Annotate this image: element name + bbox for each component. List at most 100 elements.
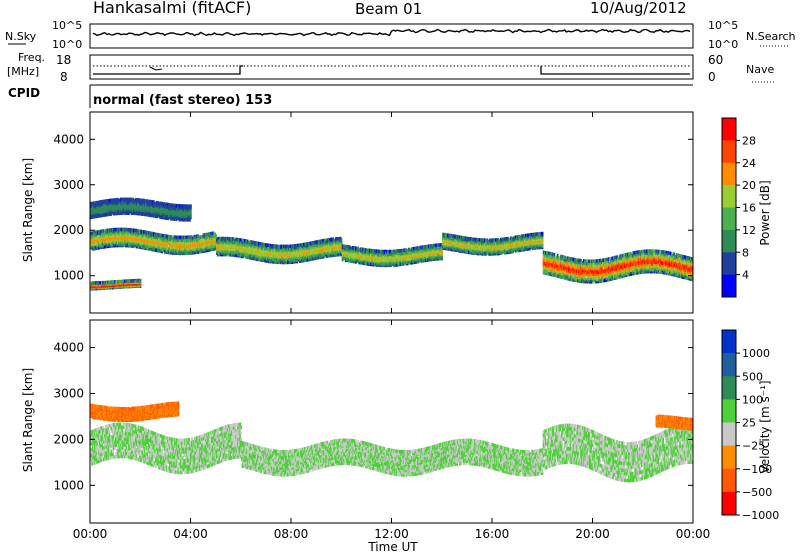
heatmap-cell bbox=[498, 244, 500, 248]
heatmap-cell bbox=[240, 241, 242, 245]
heatmap-cell bbox=[106, 231, 108, 236]
heatmap-cell bbox=[488, 248, 490, 252]
heatmap-cell bbox=[262, 252, 265, 257]
heatmap-cell bbox=[403, 258, 406, 262]
heatmap-cell bbox=[264, 243, 267, 247]
heatmap-cell bbox=[99, 239, 102, 244]
heatmap-cell bbox=[144, 246, 146, 250]
heatmap-cell bbox=[414, 246, 417, 251]
heatmap-cell bbox=[102, 242, 104, 246]
heatmap-cell bbox=[383, 249, 386, 254]
heatmap-cell bbox=[430, 255, 432, 259]
heatmap-cell bbox=[280, 250, 283, 255]
heatmap-cell bbox=[412, 246, 415, 251]
heatmap-cell bbox=[177, 235, 180, 240]
heatmap-cell bbox=[94, 230, 97, 235]
heatmap-cell bbox=[267, 246, 269, 250]
heatmap-cell bbox=[493, 245, 495, 250]
heatmap-cell bbox=[369, 248, 371, 253]
heatmap-cell bbox=[324, 240, 327, 244]
heatmap-cell bbox=[256, 257, 258, 261]
heatmap-cell bbox=[330, 237, 333, 242]
heatmap-cell bbox=[394, 249, 396, 254]
heatmap-cell bbox=[216, 244, 218, 248]
heatmap-cell bbox=[467, 238, 469, 242]
heatmap-cell bbox=[436, 255, 438, 260]
heatmap-cell bbox=[325, 252, 328, 257]
heatmap-cell bbox=[330, 253, 333, 258]
heatmap-cell bbox=[461, 235, 463, 240]
heatmap-cell bbox=[202, 239, 205, 243]
heatmap-cell bbox=[253, 246, 256, 251]
heatmap-cell bbox=[366, 262, 369, 266]
heatmap-cell bbox=[119, 227, 122, 232]
heatmap-cell bbox=[468, 250, 470, 255]
heatmap-cell bbox=[204, 233, 206, 237]
heatmap-cell bbox=[418, 245, 421, 250]
heatmap-cell bbox=[144, 236, 146, 240]
noise-right-tick-bottom: 10^0 bbox=[708, 38, 738, 51]
heatmap-cell bbox=[170, 246, 173, 251]
heatmap-cell bbox=[450, 241, 453, 245]
heatmap-cell bbox=[427, 256, 430, 261]
heatmap-cell bbox=[169, 242, 171, 246]
heatmap-cell bbox=[287, 251, 289, 256]
heatmap-cell bbox=[331, 253, 334, 258]
heatmap-cell bbox=[340, 238, 343, 242]
noise-left-tick-top: 10^5 bbox=[52, 19, 82, 32]
heatmap-cell bbox=[142, 230, 144, 234]
heatmap-cell bbox=[247, 252, 249, 257]
heatmap-cell bbox=[360, 247, 363, 252]
heatmap-cell bbox=[215, 233, 217, 238]
heatmap-cell bbox=[162, 241, 164, 245]
heatmap-cell bbox=[224, 242, 226, 247]
heatmap-cell bbox=[345, 244, 347, 249]
heatmap-cell bbox=[309, 257, 312, 261]
heatmap-cell bbox=[236, 249, 238, 253]
heatmap-cell bbox=[276, 257, 278, 262]
heatmap-cell bbox=[197, 247, 200, 251]
heatmap-cell bbox=[126, 232, 128, 236]
heatmap-cell bbox=[256, 247, 258, 251]
heatmap-cell bbox=[371, 252, 373, 257]
heatmap-cell bbox=[164, 234, 166, 238]
heatmap-cell bbox=[123, 237, 126, 242]
heatmap-cell bbox=[495, 251, 498, 256]
heatmap-cell bbox=[204, 243, 206, 247]
heatmap-cell bbox=[253, 253, 256, 258]
heatmap-cell bbox=[231, 238, 233, 243]
heatmap-cell bbox=[137, 229, 139, 233]
heatmap-cell bbox=[356, 246, 359, 251]
heatmap-cell bbox=[125, 235, 128, 239]
heatmap-cell bbox=[217, 236, 220, 241]
heatmap-cell bbox=[237, 238, 240, 242]
heatmap-cell bbox=[316, 240, 319, 244]
heatmap-cell bbox=[336, 245, 339, 250]
heatmap-cell bbox=[371, 249, 374, 253]
heatmap-cell bbox=[479, 250, 481, 255]
heatmap-cell bbox=[433, 243, 436, 248]
heatmap-cell bbox=[363, 254, 365, 258]
heatmap-cell bbox=[497, 238, 499, 242]
heatmap-cell bbox=[350, 258, 352, 262]
heatmap-cell bbox=[257, 241, 260, 246]
heatmap-cell bbox=[103, 230, 106, 235]
heatmap-cell bbox=[185, 251, 187, 256]
freq-right-tick-top: 60 bbox=[708, 53, 723, 67]
heatmap-cell bbox=[153, 232, 155, 236]
heatmap-cell bbox=[280, 244, 283, 249]
heatmap-cell bbox=[318, 239, 320, 244]
heatmap-cell bbox=[180, 242, 182, 247]
heatmap-cell bbox=[106, 244, 108, 249]
heatmap-cell bbox=[200, 238, 202, 242]
heatmap-cell bbox=[325, 238, 328, 242]
heatmap-cell bbox=[216, 238, 218, 242]
heatmap-cell bbox=[414, 257, 417, 262]
heatmap-cell bbox=[505, 244, 508, 249]
heatmap-cell bbox=[92, 233, 95, 238]
heatmap-cell bbox=[387, 249, 390, 254]
heatmap-cell bbox=[222, 236, 225, 241]
heatmap-cell bbox=[358, 250, 360, 255]
heatmap-cell bbox=[390, 259, 392, 264]
heatmap-cell bbox=[370, 262, 372, 267]
